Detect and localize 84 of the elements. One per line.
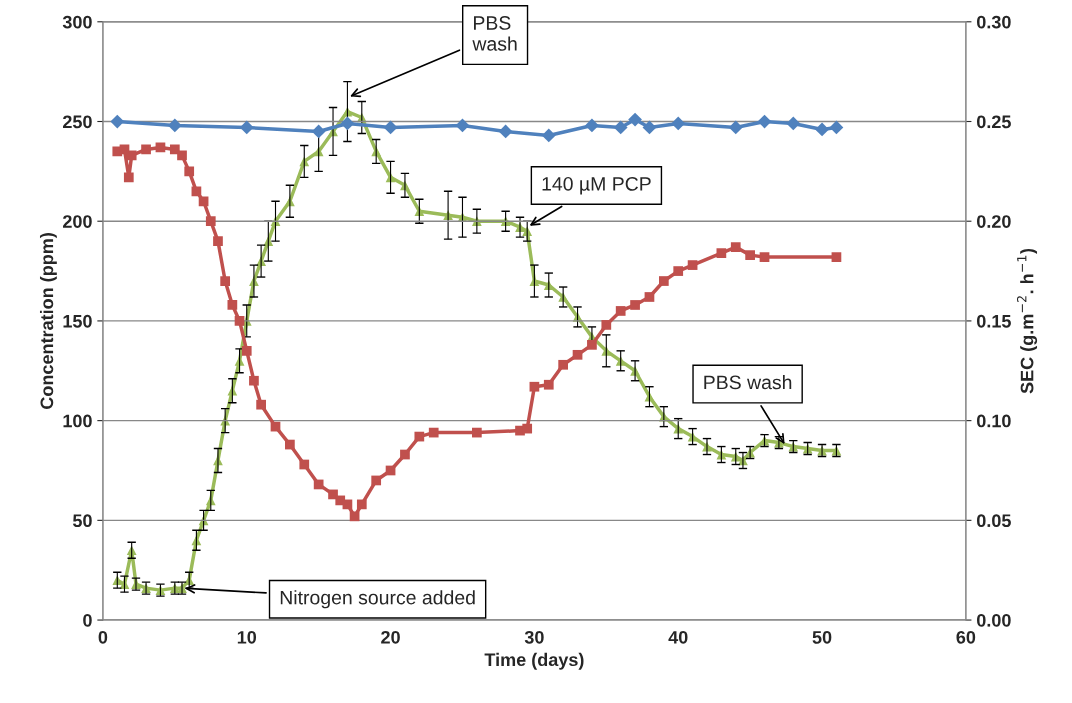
annotation: PBS wash: [704, 374, 792, 390]
y2-tick-label: 0.25: [977, 115, 1011, 129]
point: [522, 423, 533, 434]
point: [630, 300, 640, 310]
point: [184, 166, 195, 177]
point: [313, 479, 324, 490]
point: [673, 266, 684, 276]
y-tick-label: 100: [63, 414, 92, 428]
x-tick-label: 30: [524, 630, 544, 644]
point: [786, 116, 801, 131]
point: [529, 381, 540, 392]
point: [400, 449, 410, 460]
point: [730, 242, 741, 252]
x-tick-label: 40: [668, 630, 688, 644]
y2-tick-label: 0.00: [977, 613, 1011, 627]
point: [587, 339, 597, 350]
point: [472, 427, 482, 438]
point: [126, 150, 137, 161]
point: [615, 306, 626, 316]
point: [239, 120, 254, 135]
y2-tick-label: 0.15: [977, 314, 1011, 328]
point: [191, 186, 202, 197]
point: [205, 216, 216, 227]
point: [249, 375, 259, 386]
annotation: 140 µM PCP: [542, 176, 651, 195]
x-tick-label: 20: [381, 630, 400, 644]
y2-tick-label: 0.10: [977, 414, 1011, 428]
y-tick-label: 50: [72, 514, 92, 528]
point: [198, 196, 209, 207]
point: [572, 349, 583, 360]
annotation: Nitrogen source added: [280, 590, 475, 609]
point: [644, 292, 655, 302]
point: [745, 250, 755, 260]
x-tick-label: 10: [237, 630, 257, 644]
y-tick-label: 250: [63, 115, 92, 129]
point: [213, 236, 223, 247]
point: [498, 124, 513, 139]
point: [541, 128, 556, 143]
annotation: PBS wash: [472, 16, 517, 51]
point: [299, 459, 310, 470]
point: [220, 276, 231, 286]
x-tick-label: 60: [956, 630, 976, 644]
point: [349, 511, 360, 522]
point: [601, 320, 612, 330]
point: [285, 439, 295, 450]
point: [428, 427, 439, 438]
point: [716, 248, 727, 258]
y-tick-label: 0: [83, 613, 92, 627]
x-axis-title: Time (days): [484, 652, 584, 670]
point: [371, 475, 382, 486]
point: [414, 431, 425, 442]
point: [141, 144, 151, 155]
point: [815, 122, 829, 137]
point: [831, 252, 842, 262]
y-tick-label: 150: [63, 314, 92, 328]
y-tick-label: 300: [62, 15, 92, 29]
point: [671, 116, 686, 131]
point: [759, 252, 770, 262]
y-axis-title: Concentration (ppm): [39, 233, 57, 409]
x-tick-label: 50: [812, 630, 832, 644]
y-tick-label: 200: [63, 215, 92, 228]
point: [585, 118, 599, 133]
point: [227, 300, 238, 310]
point: [177, 150, 187, 161]
point: [687, 260, 698, 270]
point: [356, 499, 367, 510]
point: [613, 120, 628, 135]
y2-tick-label: 0.05: [977, 514, 1011, 528]
point: [234, 316, 245, 326]
point: [728, 120, 743, 135]
point: [123, 172, 134, 183]
point: [110, 114, 125, 129]
point: [167, 118, 182, 133]
point: [543, 379, 554, 390]
y2-tick-label: 0.30: [977, 15, 1011, 29]
point: [558, 359, 569, 370]
point: [658, 276, 669, 286]
x-tick-label: 0: [98, 630, 108, 644]
y2-axis-title: SEC (g.m$^{−2}$. h$^{−1}$): [1016, 248, 1038, 394]
y2-tick-label: 0.20: [977, 215, 1011, 228]
point: [241, 345, 252, 356]
point: [256, 399, 266, 410]
point: [628, 112, 642, 127]
point: [311, 124, 326, 139]
